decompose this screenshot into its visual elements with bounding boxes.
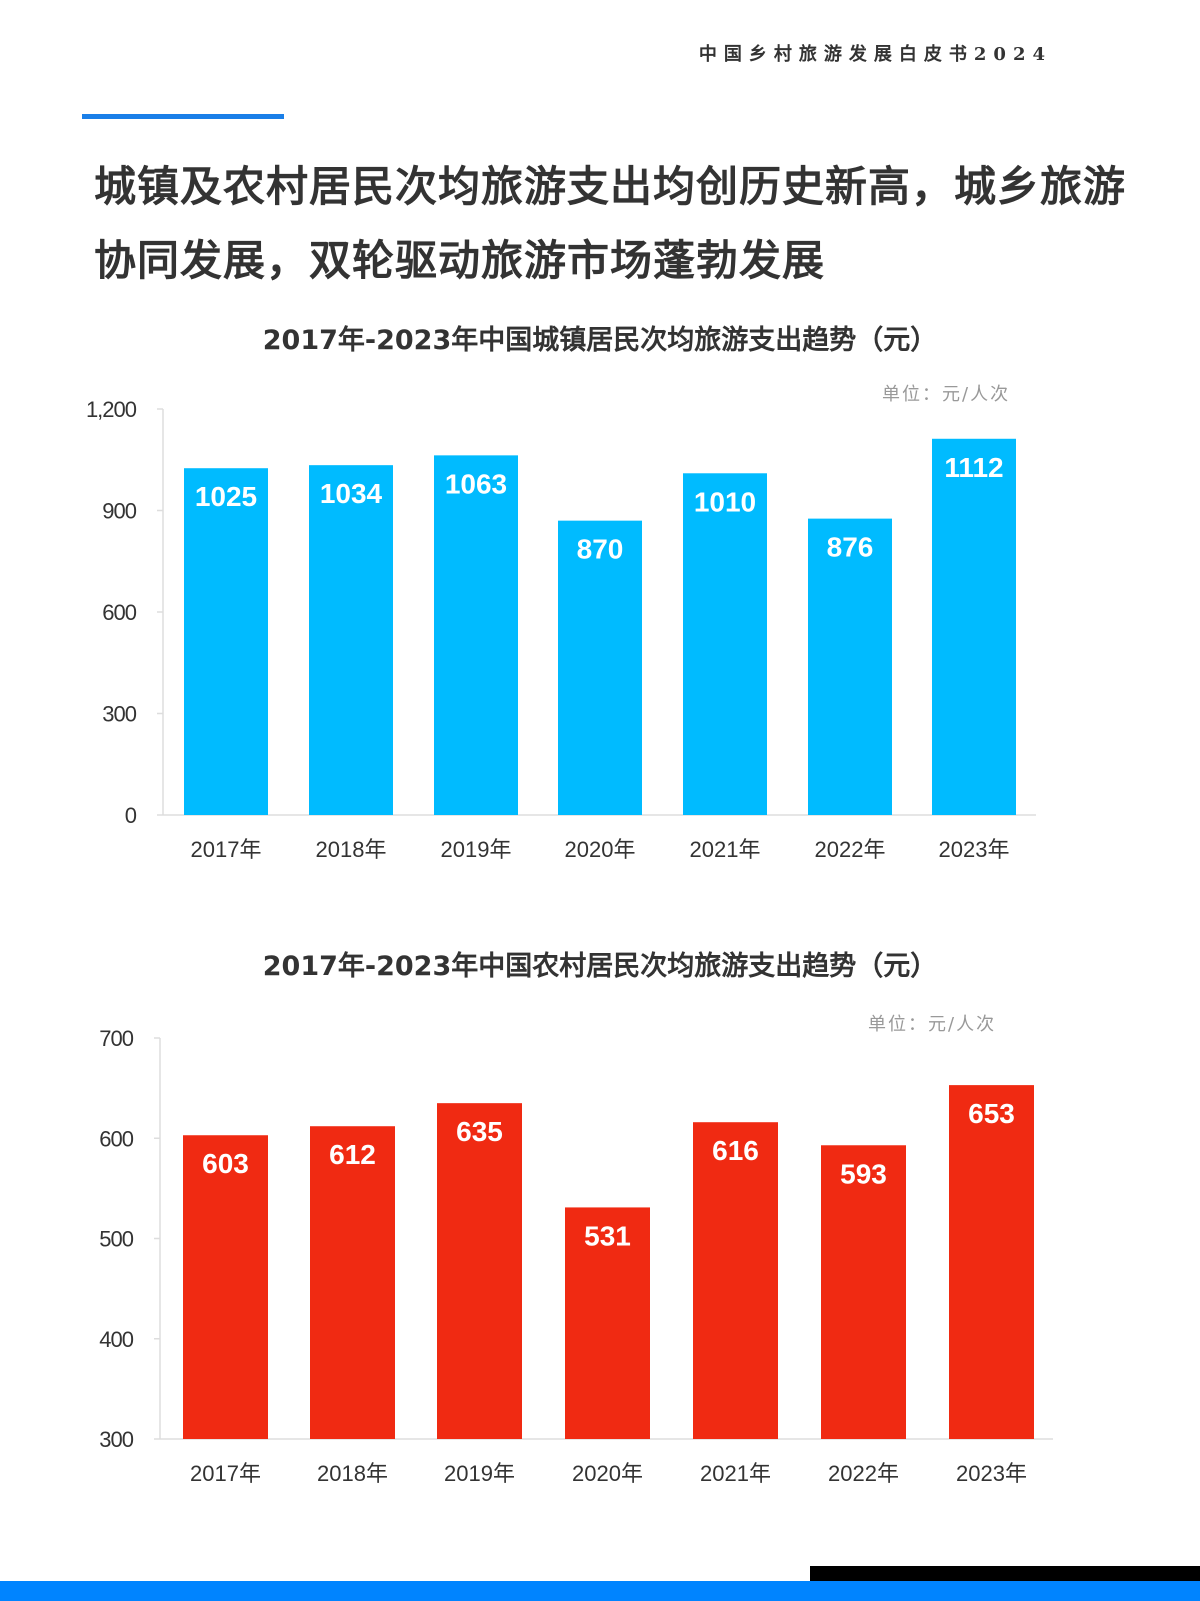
bar-2017年	[184, 468, 268, 815]
x-tick-label: 2021年	[690, 837, 761, 862]
y-tick-label: 300	[99, 1427, 133, 1452]
data-label: 531	[584, 1220, 631, 1251]
data-label: 593	[840, 1158, 887, 1189]
bar-2017年	[183, 1135, 268, 1439]
x-tick-label: 2020年	[572, 1461, 643, 1486]
data-label: 1063	[445, 468, 507, 499]
bar-2021年	[683, 473, 767, 815]
unit-label-rural: 单位：元/人次	[868, 1014, 997, 1035]
x-tick-label: 2017年	[190, 1461, 261, 1486]
y-tick-label: 0	[125, 803, 137, 828]
data-label: 870	[577, 534, 624, 565]
y-tick-label: 300	[102, 702, 136, 727]
bar-2018年	[310, 1126, 395, 1439]
y-tick-label: 400	[99, 1327, 133, 1352]
x-tick-label: 2019年	[441, 837, 512, 862]
bar-2023年	[949, 1085, 1034, 1439]
bar-2019年	[437, 1103, 522, 1439]
data-label: 603	[202, 1148, 249, 1179]
data-label: 876	[827, 532, 874, 563]
bar-2022年	[808, 518, 892, 815]
x-tick-label: 2018年	[316, 837, 387, 862]
y-tick-label: 900	[102, 499, 136, 524]
x-tick-label: 2020年	[565, 837, 636, 862]
x-tick-label: 2023年	[956, 1461, 1027, 1486]
data-label: 1010	[694, 486, 756, 517]
x-tick-label: 2018年	[317, 1461, 388, 1486]
accent-bar	[82, 114, 284, 119]
rural-bar-chart: 300 400 500 600 700 603 2017年 612 2018年 635 2019年 5…	[99, 1026, 1053, 1486]
data-label: 616	[712, 1135, 759, 1166]
page-title: 城镇及农村居民次均旅游支出均创历史新高，城乡旅游协同发展，双轮驱动旅游市场蓬勃发…	[94, 162, 1127, 285]
y-tick-label: 600	[102, 600, 136, 625]
y-tick-label: 1,200	[86, 397, 137, 422]
x-tick-label: 2022年	[815, 837, 886, 862]
unit-label-urban: 单位：元/人次	[882, 384, 1011, 405]
report-header: 中国乡村旅游发展白皮书2024	[698, 44, 1052, 65]
bar-2019年	[434, 455, 518, 815]
bar-2020年	[558, 520, 642, 815]
data-label: 653	[968, 1098, 1015, 1129]
x-tick-label: 2019年	[444, 1461, 515, 1486]
chart-title-rural: 2017年-2023年中国农村居民次均旅游支出趋势（元）	[262, 951, 938, 982]
x-tick-label: 2017年	[191, 837, 262, 862]
data-label: 1025	[195, 481, 257, 512]
data-label: 612	[329, 1139, 376, 1170]
x-tick-label: 2021年	[700, 1461, 771, 1486]
y-tick-label: 700	[99, 1026, 133, 1051]
footer-black-bar	[810, 1566, 1200, 1582]
data-label: 635	[456, 1116, 503, 1147]
footer-blue-bar	[0, 1581, 1200, 1601]
y-tick-label: 500	[99, 1227, 133, 1252]
x-tick-label: 2022年	[828, 1461, 899, 1486]
bar-2022年	[821, 1145, 906, 1439]
x-tick-label: 2023年	[939, 837, 1010, 862]
y-tick-label: 600	[99, 1126, 133, 1151]
data-label: 1112	[944, 452, 1003, 483]
chart-title-urban: 2017年-2023年中国城镇居民次均旅游支出趋势（元）	[262, 325, 938, 356]
bar-2023年	[932, 438, 1016, 815]
bar-2018年	[309, 465, 393, 815]
bar-2020年	[565, 1207, 650, 1439]
bar-2021年	[693, 1122, 778, 1439]
data-label: 1034	[320, 478, 383, 509]
urban-bar-chart: 0 300 600 900 1,200 1025 2017年 1034 2018年 1063 201…	[86, 397, 1036, 862]
